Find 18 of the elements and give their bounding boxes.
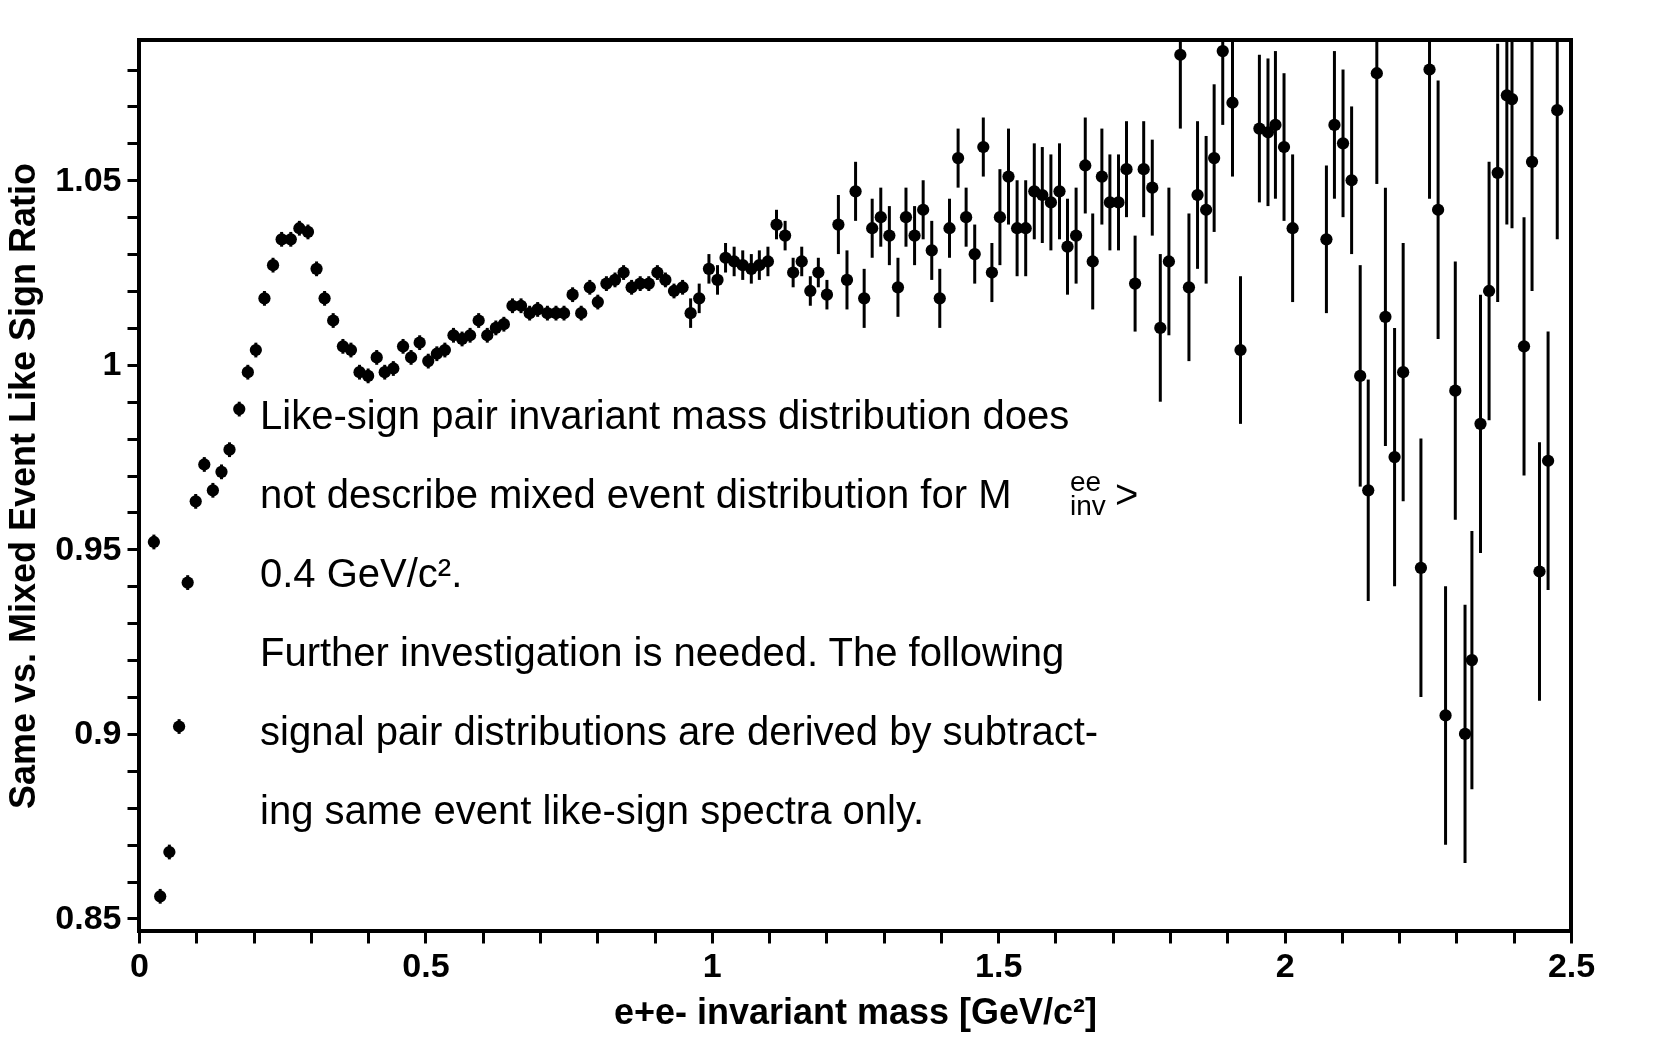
y-axis-title: Same vs. Mixed Event Like Sign Ratio — [2, 162, 44, 810]
annotation: Like-sign pair invariant mass distribution does — [260, 393, 1070, 437]
y-tick-label: 0.85 — [55, 897, 122, 936]
y-tick-label: 1.05 — [55, 159, 122, 198]
y-tick-label: 0.9 — [74, 713, 122, 752]
y-tick-label: 0.95 — [55, 528, 122, 567]
y-tick-label: 1 — [102, 344, 122, 383]
x-axis-title: e+e- invariant mass [GeV/c²] — [613, 990, 1098, 1032]
x-tick-label: 2 — [1275, 945, 1295, 984]
x-tick-label: 1 — [702, 945, 722, 984]
annotation: signal pair distributions are derived by subtract- — [260, 709, 1099, 753]
x-tick-label: 0 — [130, 945, 149, 984]
annotation: 0.4 GeV/c². — [260, 551, 463, 595]
x-tick-label: 1.5 — [975, 945, 1023, 984]
x-tick-label: 2.5 — [1547, 945, 1596, 984]
x-tick-label: 0.5 — [402, 945, 450, 984]
annotation: Further investigation is needed. The following — [260, 630, 1065, 674]
annotation: ing same event like-sign spectra only. — [260, 788, 925, 832]
